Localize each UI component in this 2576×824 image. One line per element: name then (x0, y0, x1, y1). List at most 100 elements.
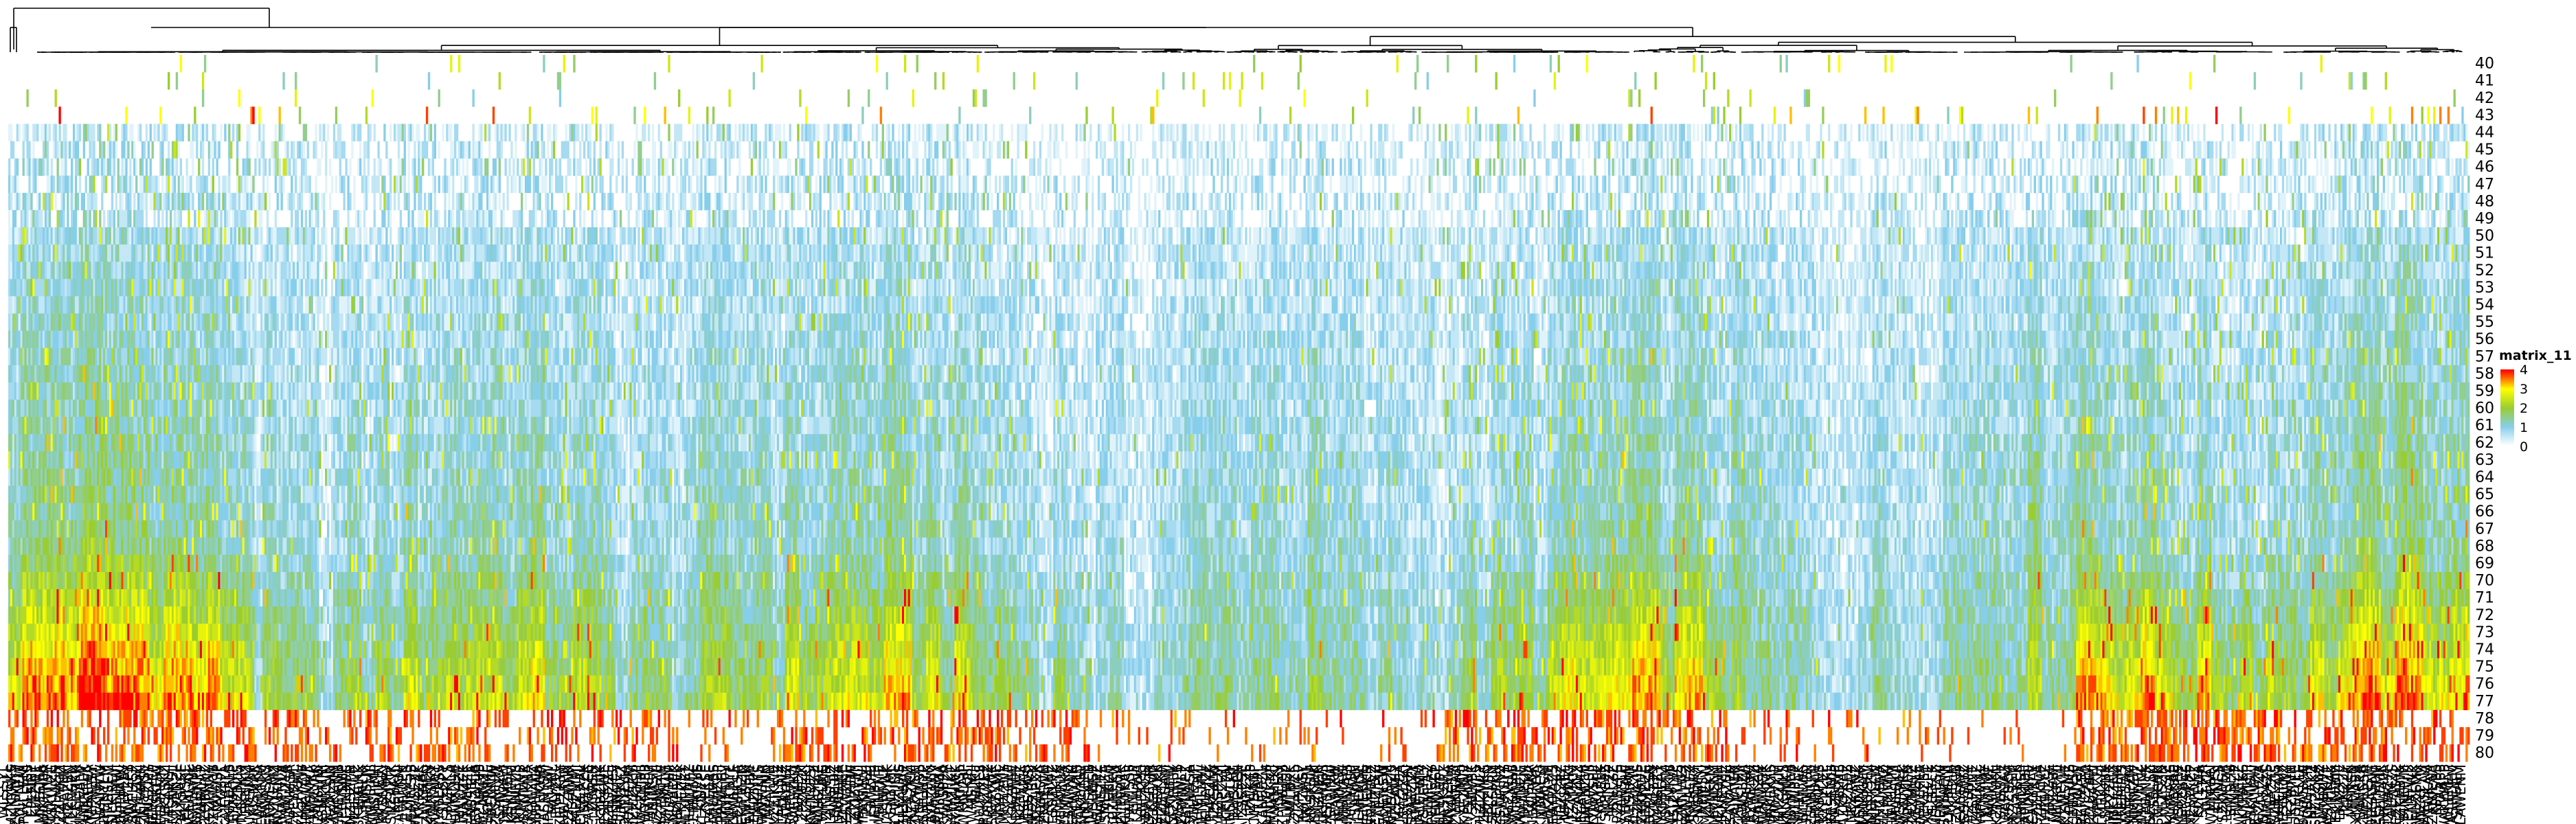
heatmap-cell (77, 193, 79, 211)
heatmap-cell (105, 159, 107, 176)
heatmap-cell (573, 141, 575, 159)
heatmap-cell (1739, 141, 1741, 159)
heatmap-cell (2320, 141, 2323, 159)
heatmap-cell (182, 193, 184, 211)
heatmap-cell (1087, 176, 1089, 194)
heatmap-cell (1778, 193, 1780, 211)
heatmap-cell (2145, 159, 2147, 176)
heatmap-cell (2326, 176, 2328, 194)
heatmap-cell (1868, 193, 1871, 211)
heatmap-cell (1318, 159, 1322, 176)
heatmap-cell (721, 210, 723, 228)
heatmap-cell (361, 176, 363, 194)
heatmap-cell (2231, 124, 2233, 141)
heatmap-cells (8, 55, 2470, 762)
heatmap-cell (430, 210, 432, 228)
heatmap-cell (743, 124, 745, 141)
heatmap-cell (723, 141, 725, 159)
heatmap-cell (1182, 159, 1184, 176)
heatmap-cell (928, 141, 930, 159)
heatmap-cell (2217, 176, 2219, 194)
heatmap-cell (2161, 141, 2163, 159)
heatmap-cell (1168, 176, 1171, 194)
heatmap-cell (1507, 141, 1509, 159)
heatmap-cell (1320, 193, 1322, 211)
heatmap-cell (1748, 193, 1750, 211)
heatmap-cell (626, 159, 628, 176)
heatmap-cell (1688, 159, 1691, 176)
heatmap-cell (32, 159, 34, 176)
heatmap-cell (1630, 159, 1632, 176)
heatmap-cell (2349, 141, 2351, 159)
heatmap-cell (2338, 176, 2340, 194)
heatmap-cell (1414, 193, 1416, 211)
heatmap-cell (506, 193, 508, 211)
heatmap-cell (480, 124, 482, 141)
heatmap-cell (319, 124, 321, 141)
heatmap-cell (1122, 193, 1124, 211)
heatmap-cell (2193, 176, 2195, 194)
heatmap-cell (426, 106, 428, 124)
heatmap-cell (2298, 141, 2300, 159)
heatmap-cell (1552, 141, 1558, 159)
heatmap-cell (1085, 176, 1087, 194)
heatmap-cell (841, 141, 844, 159)
heatmap-cell (512, 210, 519, 228)
heatmap-cell (434, 210, 438, 228)
heatmap-cell (1925, 159, 1927, 176)
heatmap-cell (1937, 159, 1939, 176)
heatmap-cell (1559, 176, 1563, 194)
heatmap-cell (2445, 193, 2448, 211)
heatmap-cell (1346, 176, 1348, 194)
heatmap-cell (1868, 141, 1873, 159)
heatmap-cell (93, 193, 97, 211)
heatmap-cell (859, 210, 861, 228)
heatmap-cell (8, 124, 12, 141)
heatmap-cell (1156, 89, 1158, 107)
heatmap-cell (817, 141, 820, 159)
heatmap-cell (159, 141, 161, 159)
heatmap-cell (988, 176, 991, 194)
heatmap-cell (1957, 141, 1959, 159)
heatmap-cell (2094, 176, 2097, 194)
heatmap-cell (967, 159, 969, 176)
heatmap-cell (741, 124, 743, 141)
heatmap-cell (1552, 193, 1554, 211)
heatmap-cell (480, 141, 482, 159)
heatmap-cell (2353, 159, 2355, 176)
heatmap-cell (472, 159, 474, 176)
heatmap-cell (1427, 72, 1429, 90)
heatmap-cell (2143, 176, 2145, 194)
heatmap-cell (1957, 124, 1959, 141)
heatmap-cell (168, 176, 170, 194)
heatmap-cell (503, 124, 505, 141)
heatmap-cell (2340, 193, 2342, 211)
heatmap-cell (866, 210, 870, 228)
heatmap-cell (1943, 193, 1945, 211)
heatmap-cell (749, 193, 753, 211)
heatmap-cell (1227, 159, 1229, 176)
heatmap-cell (682, 176, 686, 194)
heatmap-cell (967, 193, 969, 211)
heatmap-cell (589, 159, 591, 176)
heatmap-cell (2455, 176, 2457, 194)
heatmap-cell (484, 176, 486, 194)
heatmap-cell (1289, 159, 1291, 176)
heatmap-cell (8, 176, 10, 194)
heatmap-cell (525, 193, 527, 211)
heatmap-cell (779, 141, 781, 159)
heatmap-cell (398, 176, 400, 194)
heatmap-cell (1076, 193, 1078, 211)
heatmap-cell (1421, 176, 1423, 194)
heatmap-cell (1132, 159, 1134, 176)
heatmap-cell (1812, 159, 1814, 176)
heatmap-cell (561, 141, 569, 159)
heatmap-cell (2358, 159, 2360, 176)
heatmap-cell (1065, 193, 1067, 211)
heatmap-cell (2385, 72, 2387, 90)
heatmap-cell (2209, 159, 2213, 176)
heatmap-cell (930, 159, 932, 176)
heatmap-cell (1342, 124, 1346, 141)
heatmap-cell (1699, 176, 1701, 194)
heatmap-cell (115, 193, 117, 211)
